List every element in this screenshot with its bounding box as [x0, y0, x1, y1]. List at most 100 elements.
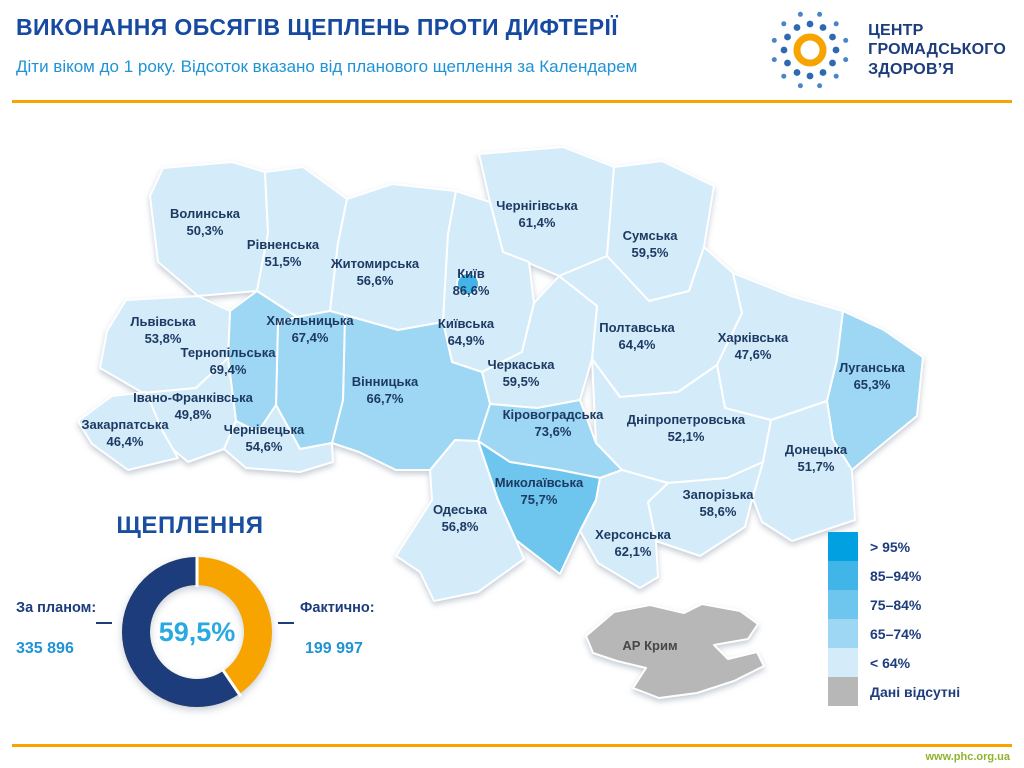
phc-logo-text: ЦЕНТР ГРОМАДСЬКОГО ЗДОРОВ’Я — [868, 21, 1006, 79]
region-value: 46,4% — [106, 433, 144, 449]
region-label-kirovohradska: Кіровоградська 73,6% — [503, 407, 604, 441]
region-name: Запорізька — [682, 487, 754, 502]
region-label-luhanska: Луганська 65,3% — [839, 360, 905, 394]
legend-item: 85–94% — [828, 561, 960, 590]
region-value: 49,8% — [174, 406, 212, 422]
legend-swatch — [828, 590, 858, 619]
region-label-chernivetska: Чернівецька 54,6% — [224, 422, 305, 456]
region-name: АР Крим — [622, 638, 678, 653]
legend-swatch — [828, 619, 858, 648]
region-label-chernihivska: Чернігівська 61,4% — [496, 198, 577, 232]
legend-item: > 95% — [828, 532, 960, 561]
donut-center-value: 59,5% — [158, 617, 236, 647]
region-name: Рівненська — [246, 237, 320, 252]
footer-divider — [12, 744, 1012, 747]
legend-label: < 64% — [870, 654, 911, 671]
region-label-cherkaska: Черкаська 59,5% — [488, 357, 555, 391]
region-label-kharkivska: Харківська 47,6% — [718, 330, 789, 364]
region-value: 58,6% — [699, 503, 737, 519]
region-value: 47,6% — [734, 346, 772, 362]
legend-label: 75–84% — [870, 596, 922, 613]
planned-value: 335 896 — [16, 640, 74, 657]
footer-url[interactable]: www.phc.org.ua — [925, 751, 1010, 763]
region-name: Луганська — [839, 360, 905, 375]
region-name: Київ — [457, 266, 485, 281]
region-label-sumska: Сумська 59,5% — [623, 228, 678, 262]
region-label-crimea: АР Крим — [622, 638, 677, 655]
legend-label: 85–94% — [870, 567, 922, 584]
region-name: Одеська — [432, 502, 488, 517]
header-divider — [12, 100, 1012, 103]
region-name: Житомирська — [330, 256, 420, 271]
region-crimea — [585, 603, 765, 699]
region-name: Черкаська — [487, 357, 555, 372]
legend-label: 65–74% — [870, 625, 922, 642]
region-value: 56,8% — [441, 518, 479, 534]
region-label-kyivska: Київська 64,9% — [438, 316, 494, 350]
region-name: Чернівецька — [223, 422, 305, 437]
region-khersonska — [579, 469, 669, 589]
region-value: 53,8% — [144, 330, 182, 346]
page-title: ВИКОНАННЯ ОБСЯГІВ ЩЕПЛЕНЬ ПРОТИ ДИФТЕРІЇ — [16, 14, 619, 40]
legend-swatch — [828, 532, 858, 561]
legend-item: 65–74% — [828, 619, 960, 648]
region-name: Чернігівська — [496, 198, 578, 213]
region-value: 69,4% — [209, 361, 247, 377]
region-name: Миколаївська — [494, 475, 584, 490]
region-label-zakarpatska: Закарпатська 46,4% — [81, 417, 168, 451]
region-value: 51,7% — [797, 458, 835, 474]
donut-title: ЩЕПЛЕННЯ — [116, 512, 264, 539]
region-label-zhytomyrska: Житомирська 56,6% — [331, 256, 419, 290]
region-name: Тернопільська — [180, 345, 276, 360]
region-label-khmelnytska: Хмельницька 67,4% — [266, 313, 353, 347]
region-value: 59,5% — [502, 373, 540, 389]
region-name: Львівська — [130, 314, 196, 329]
region-value: 66,7% — [366, 390, 404, 406]
region-label-khersonska: Херсонська 62,1% — [595, 527, 671, 561]
region-label-kyiv-city: Київ 86,6% — [453, 266, 490, 300]
region-kyiv-city — [456, 272, 480, 296]
donut-chart — [122, 554, 272, 707]
region-name: Харківська — [717, 330, 789, 345]
planned-label: За планом: — [16, 600, 97, 616]
planned-connector-line — [96, 622, 112, 624]
region-zakarpatska — [77, 391, 179, 471]
logo-line-2: ГРОМАДСЬКОГО — [868, 41, 1006, 59]
map-legend: > 95% 85–94% 75–84% 65–74% < 64% Дані ві… — [828, 532, 960, 706]
region-name: Сумська — [622, 228, 678, 243]
region-value: 59,5% — [631, 244, 669, 260]
region-value: 67,4% — [291, 329, 329, 345]
actual-value: 199 997 — [305, 640, 363, 657]
region-value: 65,3% — [853, 376, 891, 392]
region-label-ivano-frankivska: Івано-Франківська 49,8% — [133, 390, 253, 424]
page-subtitle: Діти віком до 1 року. Відсоток вказано в… — [16, 57, 638, 76]
legend-label: > 95% — [870, 538, 911, 555]
region-name: Полтавська — [599, 320, 675, 335]
region-name: Івано-Франківська — [133, 390, 253, 405]
region-label-ternopilska: Тернопільська 69,4% — [181, 345, 276, 379]
region-value: 51,5% — [264, 253, 302, 269]
region-chernivetska — [223, 404, 334, 473]
region-value: 64,4% — [618, 336, 656, 352]
donut-separator-2 — [221, 668, 243, 698]
legend-swatch — [828, 677, 858, 706]
region-label-odeska: Одеська 56,8% — [433, 502, 487, 536]
region-name: Кіровоградська — [502, 407, 604, 422]
region-name: Дніпропетровська — [626, 412, 746, 427]
region-vinnytska — [331, 314, 491, 471]
region-name: Волинська — [169, 206, 241, 221]
legend-item: < 64% — [828, 648, 960, 677]
region-value: 62,1% — [614, 543, 652, 559]
phc-logo-icon — [771, 11, 849, 89]
legend-swatch — [828, 561, 858, 590]
region-label-lvivska: Львівська 53,8% — [130, 314, 195, 348]
logo-line-1: ЦЕНТР — [868, 22, 924, 40]
logo-line-3: ЗДОРОВ’Я — [868, 60, 955, 78]
region-label-rivnenska: Рівненська 51,5% — [247, 237, 319, 271]
region-name: Хмельницька — [266, 313, 354, 328]
region-label-vinnytska: Вінницька 66,7% — [352, 374, 418, 408]
region-name: Донецька — [784, 442, 848, 457]
region-value: 50,3% — [186, 222, 224, 238]
